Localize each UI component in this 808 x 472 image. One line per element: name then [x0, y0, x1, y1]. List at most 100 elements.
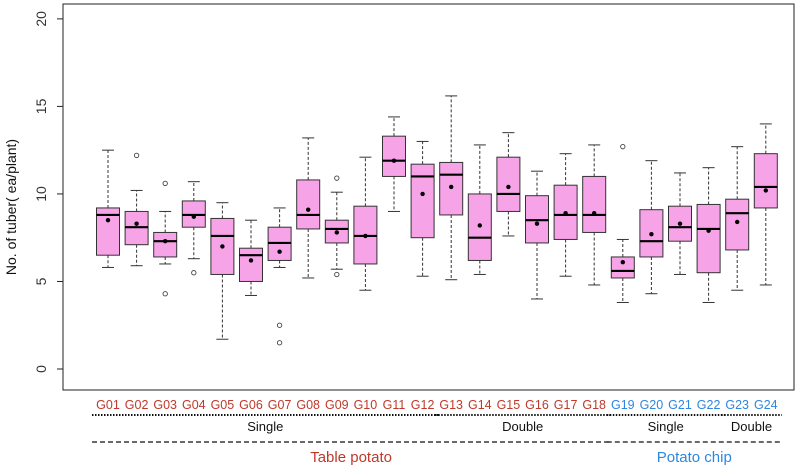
x-tick-label-G14: G14	[468, 398, 492, 412]
group-label-single: Single	[247, 419, 283, 434]
x-tick-label-G13: G13	[439, 398, 463, 412]
x-tick-label-G03: G03	[153, 398, 177, 412]
y-tick-label: 20	[33, 11, 49, 27]
box-G04	[181, 181, 206, 276]
box-G06	[239, 219, 263, 296]
mean-point	[563, 210, 568, 216]
mean-point	[506, 184, 511, 190]
x-tick-label-G22: G22	[697, 398, 721, 412]
box-G08	[296, 137, 321, 279]
mean-point	[706, 228, 711, 233]
group-label-outer: Table potato	[310, 449, 392, 466]
x-tick-label-G09: G09	[325, 398, 349, 412]
outlier-point	[191, 270, 197, 276]
box-body	[725, 198, 750, 251]
plot-frame	[62, 3, 795, 391]
outlier-point	[162, 291, 168, 297]
mean-point	[420, 191, 425, 197]
x-tick-label-G02: G02	[125, 398, 149, 412]
mean-point	[592, 210, 597, 216]
x-tick-label-G04: G04	[182, 398, 206, 412]
group-label-single: Single	[648, 419, 684, 434]
mean-point	[334, 230, 339, 235]
x-tick-label-G15: G15	[497, 398, 521, 412]
box-body	[496, 156, 521, 212]
box-G13	[439, 95, 464, 281]
box-G24	[753, 123, 778, 286]
box-G23	[725, 146, 750, 291]
box-G02	[124, 152, 149, 267]
box-G01	[96, 149, 120, 268]
box-G03	[153, 180, 178, 297]
outlier-point	[334, 175, 340, 181]
x-tick-label-G05: G05	[211, 398, 235, 412]
x-tick-label-G24: G24	[754, 398, 778, 412]
box-G20	[639, 160, 664, 295]
box-G22	[696, 167, 721, 303]
mean-point	[134, 221, 139, 226]
box-body	[382, 135, 406, 177]
box-G17	[553, 153, 578, 277]
x-tick-label-G21: G21	[668, 398, 692, 412]
box-G12	[410, 140, 435, 277]
x-tick-label-G19: G19	[611, 398, 635, 412]
box-body	[410, 163, 435, 239]
mean-point	[363, 233, 368, 239]
box-G14	[467, 144, 492, 275]
x-tick-label-G10: G10	[354, 398, 378, 412]
x-tick-label-G23: G23	[725, 398, 749, 412]
mean-point	[163, 239, 168, 244]
y-tick-label: 0	[33, 365, 49, 373]
box-body	[96, 207, 120, 256]
mean-point	[220, 244, 225, 249]
box-G07	[267, 207, 292, 346]
box-G21	[668, 172, 692, 275]
mean-point	[620, 260, 625, 265]
x-tick-label-G06: G06	[239, 398, 263, 412]
box-G11	[382, 116, 406, 212]
box-body	[696, 203, 721, 274]
x-tick-label-G01: G01	[96, 398, 120, 412]
outlier-point	[276, 322, 283, 328]
box-body	[153, 231, 178, 258]
group-label-double: Double	[502, 419, 543, 434]
mean-point	[477, 223, 482, 228]
y-tick-label: 15	[33, 98, 49, 114]
outlier-point	[276, 340, 283, 346]
mean-point	[735, 219, 740, 225]
mean-point	[534, 221, 540, 226]
mean-point	[105, 217, 111, 223]
x-tick-label-G20: G20	[640, 398, 664, 412]
mean-point	[649, 231, 654, 237]
mean-point	[191, 214, 196, 219]
x-tick-label-G12: G12	[411, 398, 435, 412]
outlier-point	[133, 152, 140, 159]
mean-point	[763, 188, 768, 193]
x-tick-label-G16: G16	[525, 398, 549, 412]
outlier-point	[620, 144, 626, 150]
box-body	[239, 247, 263, 282]
mean-point	[248, 258, 254, 263]
mean-point	[306, 207, 311, 212]
x-tick-label-G08: G08	[296, 398, 320, 412]
box-G09	[324, 175, 349, 278]
x-tick-label-G07: G07	[268, 398, 292, 412]
y-tick-label: 10	[33, 186, 49, 202]
y-axis-label: No. of tuber( ea/plant)	[3, 139, 19, 275]
group-label-double: Double	[731, 419, 772, 434]
box-body	[582, 175, 607, 233]
mean-point	[277, 249, 282, 254]
mean-point	[391, 158, 397, 163]
box-G15	[496, 132, 521, 237]
mean-point	[677, 221, 683, 226]
box-G05	[210, 202, 235, 340]
mean-point	[449, 184, 454, 190]
box-G18	[582, 144, 607, 286]
x-tick-label-G11: G11	[383, 398, 406, 412]
outlier-point	[162, 180, 168, 187]
box-G16	[525, 170, 549, 300]
box-body	[610, 256, 635, 279]
box-body	[753, 153, 778, 209]
group-label-outer: Potato chip	[657, 449, 732, 466]
